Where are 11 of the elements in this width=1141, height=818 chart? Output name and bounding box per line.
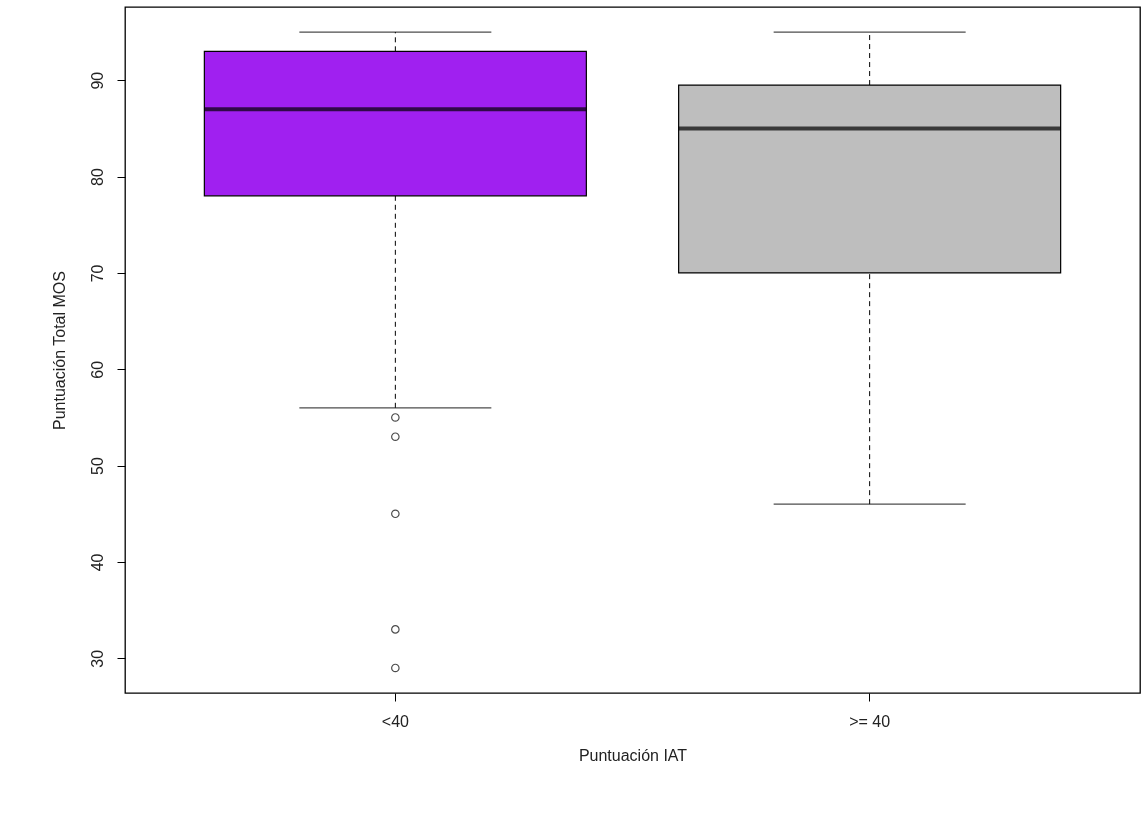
y-tick-label: 60 bbox=[88, 360, 106, 379]
x-tick-label: >= 40 bbox=[849, 712, 891, 730]
y-tick-label: 50 bbox=[88, 457, 106, 476]
y-tick-label: 40 bbox=[88, 553, 106, 572]
y-tick-label: 70 bbox=[88, 264, 106, 283]
y-tick-label: 80 bbox=[88, 168, 106, 186]
x-axis-title: Puntuación IAT bbox=[578, 746, 688, 764]
y-axis-title: Puntuación Total MOS bbox=[50, 271, 68, 430]
y-tick-label: 90 bbox=[88, 71, 106, 90]
x-tick-label: <40 bbox=[381, 712, 410, 730]
y-tick-label: 30 bbox=[88, 649, 106, 668]
